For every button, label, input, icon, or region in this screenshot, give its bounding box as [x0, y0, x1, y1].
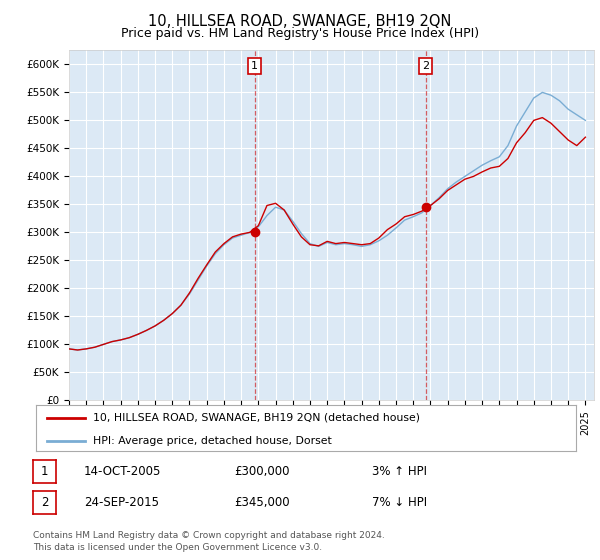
Text: 1: 1 [41, 465, 48, 478]
Text: Contains HM Land Registry data © Crown copyright and database right 2024.: Contains HM Land Registry data © Crown c… [33, 531, 385, 540]
Text: £345,000: £345,000 [234, 496, 290, 509]
Text: 2: 2 [41, 496, 48, 509]
Text: This data is licensed under the Open Government Licence v3.0.: This data is licensed under the Open Gov… [33, 543, 322, 552]
Text: HPI: Average price, detached house, Dorset: HPI: Average price, detached house, Dors… [92, 436, 331, 446]
Text: 10, HILLSEA ROAD, SWANAGE, BH19 2QN (detached house): 10, HILLSEA ROAD, SWANAGE, BH19 2QN (det… [92, 413, 420, 423]
Text: 2: 2 [422, 61, 430, 71]
Text: 1: 1 [251, 61, 258, 71]
Text: 10, HILLSEA ROAD, SWANAGE, BH19 2QN: 10, HILLSEA ROAD, SWANAGE, BH19 2QN [148, 14, 452, 29]
Text: Price paid vs. HM Land Registry's House Price Index (HPI): Price paid vs. HM Land Registry's House … [121, 27, 479, 40]
Text: 24-SEP-2015: 24-SEP-2015 [84, 496, 159, 509]
Text: 3% ↑ HPI: 3% ↑ HPI [372, 465, 427, 478]
Text: 14-OCT-2005: 14-OCT-2005 [84, 465, 161, 478]
Text: 7% ↓ HPI: 7% ↓ HPI [372, 496, 427, 509]
Text: £300,000: £300,000 [234, 465, 290, 478]
